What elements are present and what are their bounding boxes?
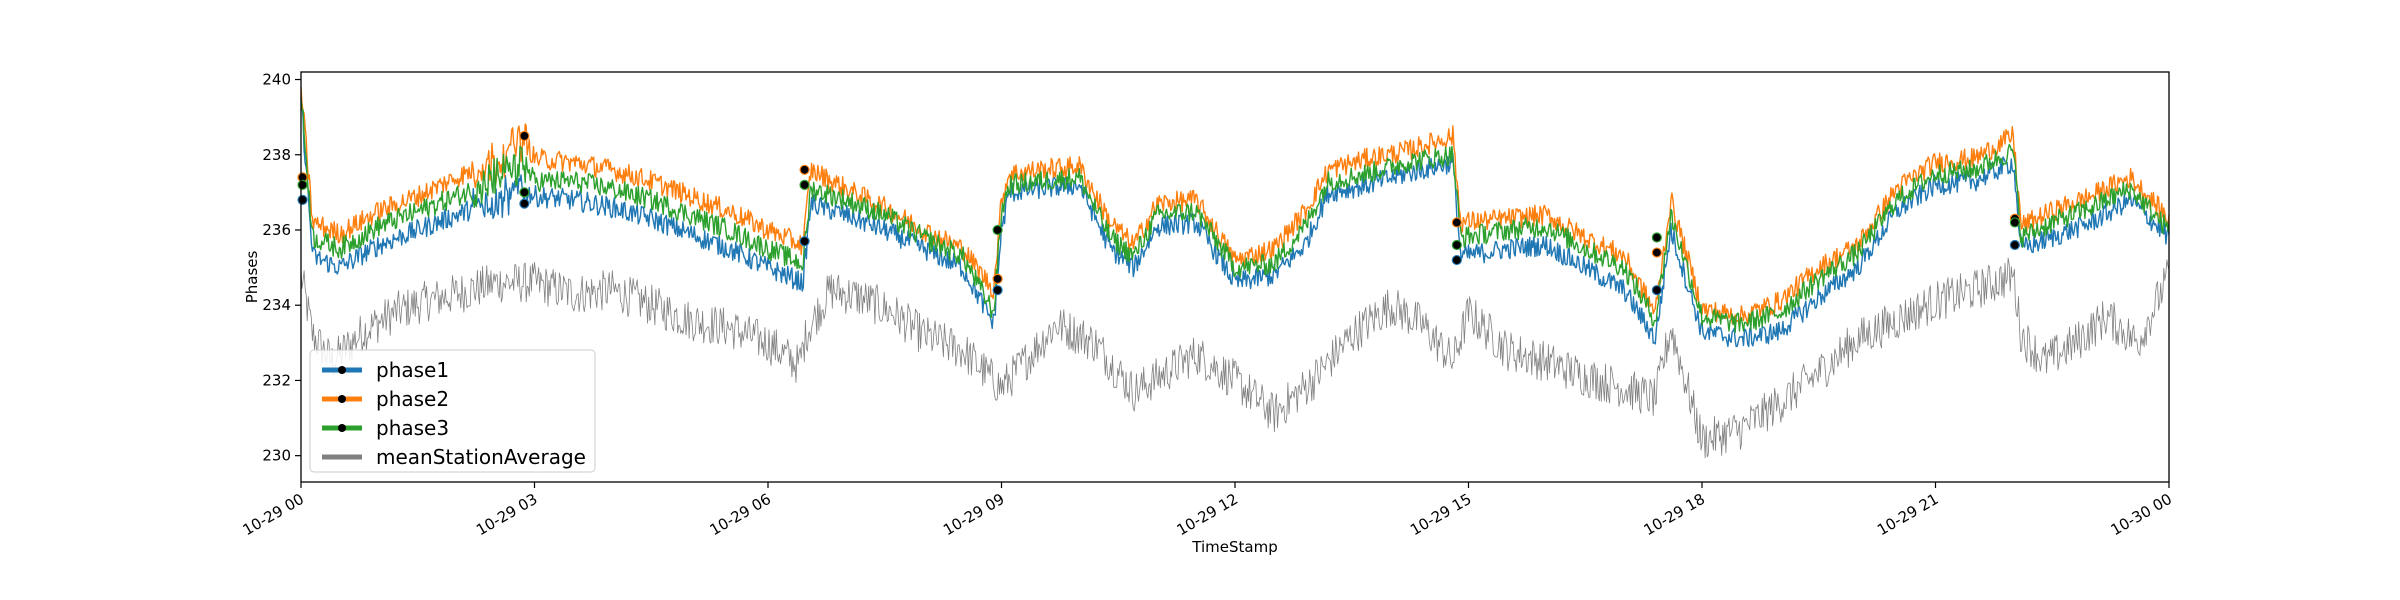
series-line-meanStationAverage: [300, 257, 2170, 459]
marker-phase1: [799, 236, 810, 247]
y-tick-label: 232: [262, 371, 291, 389]
marker-phase2: [992, 273, 1003, 284]
x-tick-label: 10-29 03: [473, 490, 540, 539]
x-axis: 10-29 00 10-29 03 10-29 06 10-29 09 10-29 12…: [240, 482, 2175, 539]
marker-phase1: [519, 198, 530, 209]
legend-label-phase1: phase1: [376, 358, 449, 382]
x-tick-label: 10-29 12: [1174, 490, 1241, 539]
y-axis: 230 232 234 236 238 240: [262, 71, 301, 465]
marker-phase3: [1451, 239, 1462, 251]
x-tick-label: 10-29 21: [1874, 490, 1941, 539]
x-tick-label: 10-29 06: [707, 490, 774, 539]
y-tick-label: 230: [262, 447, 291, 465]
marker-phase3: [297, 179, 308, 190]
marker-phase2: [1651, 247, 1662, 258]
legend-marker-phase3: [338, 424, 346, 432]
x-tick-label: 10-30 00: [2108, 490, 2175, 539]
marker-phase2: [799, 164, 810, 175]
x-tick-label: 10-29 00: [240, 490, 307, 539]
marker-phase3: [992, 224, 1003, 236]
legend-label-meanStationAverage: meanStationAverage: [376, 445, 586, 469]
marker-phase3: [2009, 217, 2020, 228]
legend-marker-phase2: [338, 395, 346, 403]
marker-phase1: [1651, 285, 1662, 296]
marker-phase3: [519, 187, 530, 198]
series-layer: [300, 87, 2170, 459]
y-axis-label: Phases: [243, 251, 261, 304]
marker-phase1: [2009, 239, 2020, 251]
legend-marker-phase1: [338, 366, 346, 374]
legend-box: [309, 349, 596, 473]
marker-phase3: [799, 179, 810, 190]
marker-layer: [297, 130, 2020, 296]
legend-label-phase3: phase3: [376, 416, 449, 440]
marker-phase3: [1651, 232, 1662, 243]
y-tick-label: 234: [262, 296, 291, 314]
y-tick-label: 240: [262, 71, 291, 89]
marker-phase1: [1451, 254, 1462, 266]
x-tick-label: 10-29 18: [1641, 490, 1708, 539]
x-axis-label: TimeStamp: [1191, 538, 1277, 556]
marker-phase1: [992, 285, 1003, 296]
series-line-phase1: [300, 102, 2170, 348]
marker-phase1: [297, 194, 308, 205]
legend: phase1 phase2 phase3 meanStationAverage: [309, 349, 596, 473]
marker-phase2: [1451, 217, 1462, 228]
y-tick-label: 238: [262, 146, 291, 164]
y-tick-label: 236: [262, 221, 291, 239]
marker-phase2: [519, 130, 530, 142]
legend-label-phase2: phase2: [376, 387, 449, 411]
series-line-phase3: [300, 97, 2170, 333]
x-tick-label: 10-29 15: [1407, 490, 1474, 539]
x-tick-label: 10-29 09: [940, 490, 1007, 539]
